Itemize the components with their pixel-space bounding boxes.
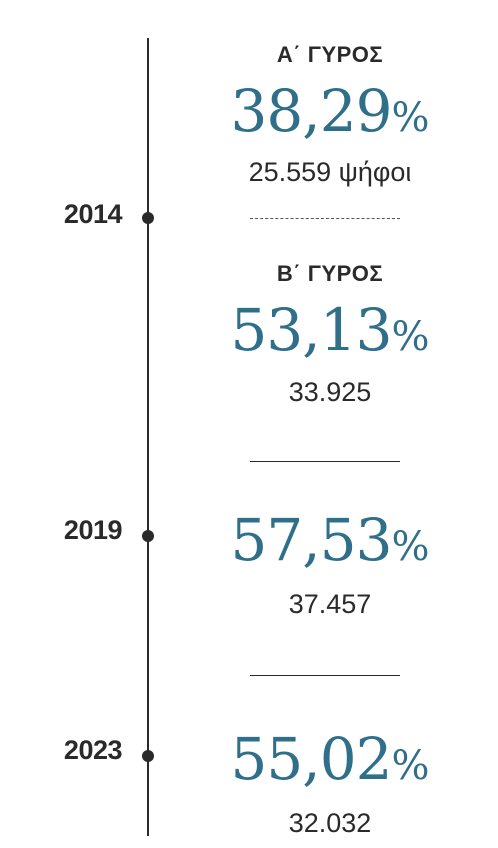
year-label-2023: 2023: [63, 735, 123, 765]
percent-value-first-round: 38,29%: [230, 77, 430, 145]
votes-2019: 37.457: [288, 589, 372, 619]
year-label-2014: 2014: [63, 199, 123, 229]
percent-value-2019: 57,53%: [230, 506, 430, 574]
dashed-separator: [250, 218, 400, 219]
round-label-second: Β΄ ΓΥΡΟΣ: [276, 261, 384, 286]
votes-first-round: 25.559 ψήφοι: [248, 157, 412, 187]
percent-value-2023: 55,02%: [230, 725, 430, 793]
timeline-line: [147, 38, 149, 836]
votes-2023: 32.032: [288, 808, 372, 838]
timeline-dot-2014: [142, 212, 154, 224]
timeline-dot-2019: [142, 530, 154, 542]
separator-2014-2019: [250, 461, 400, 462]
separator-2019-2023: [250, 675, 400, 676]
votes-second-round: 33.925: [288, 377, 372, 407]
percent-value-second-round: 53,13%: [230, 296, 430, 364]
year-label-2019: 2019: [63, 515, 123, 545]
timeline-dot-2023: [142, 750, 154, 762]
round-label-first: Α΄ ΓΥΡΟΣ: [276, 42, 384, 67]
